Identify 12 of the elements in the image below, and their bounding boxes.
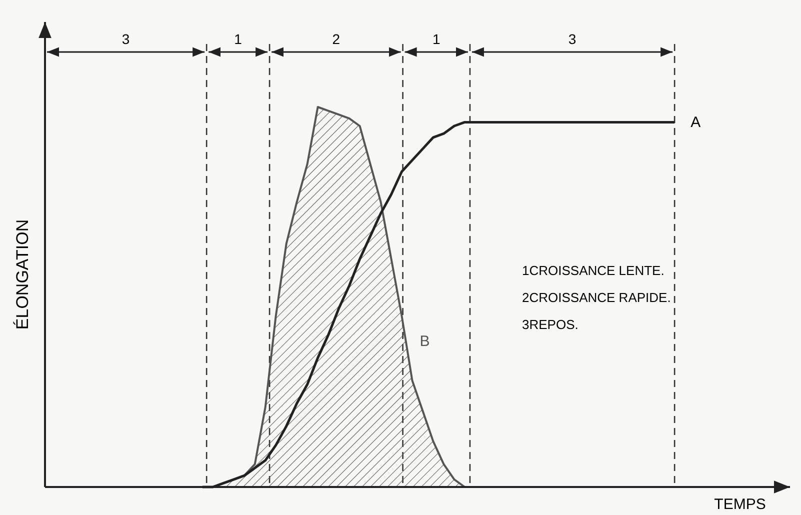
annotation: 2CROISSANCE RAPIDE. [522,290,671,305]
series-label: A [690,114,701,132]
annotation: 1CROISSANCE LENTE. [522,263,664,278]
text: 1 [234,31,242,47]
x-axis-title: TEMPS [714,496,766,513]
y-axis-title: ÉLONGATION [13,219,32,330]
text: 3 [568,31,576,47]
annotation: 3REPOS. [522,317,578,332]
series-label: B [420,333,430,350]
text: 3 [122,31,130,47]
text: 2 [332,31,340,47]
text: 1 [432,31,440,47]
